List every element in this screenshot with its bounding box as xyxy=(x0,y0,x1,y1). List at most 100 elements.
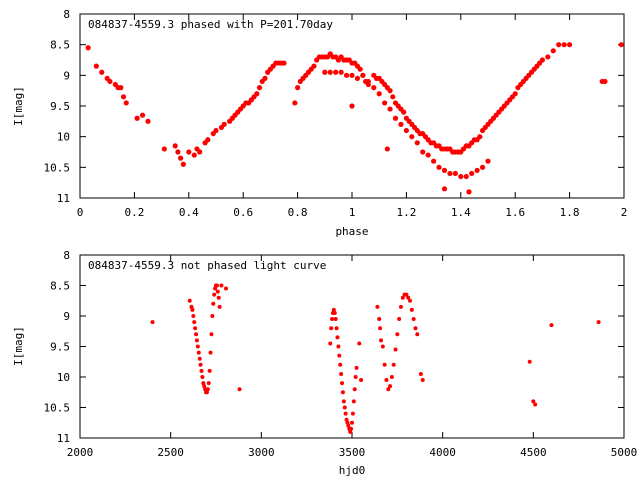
data-point xyxy=(196,350,201,355)
x-axis-label: phase xyxy=(335,225,368,238)
data-point xyxy=(346,423,351,428)
data-point xyxy=(389,375,394,379)
data-point xyxy=(549,323,554,328)
data-point xyxy=(479,164,486,170)
data-point xyxy=(414,140,420,146)
data-point xyxy=(474,167,480,173)
plot-frame xyxy=(79,254,625,439)
data-point xyxy=(400,295,405,300)
data-point xyxy=(213,286,218,291)
y-tick-label: 9.5 xyxy=(50,100,70,113)
data-point xyxy=(213,127,219,134)
data-point xyxy=(376,91,382,97)
data-point xyxy=(99,69,105,75)
data-point xyxy=(202,384,207,389)
data-point xyxy=(134,115,140,121)
data-point xyxy=(382,362,387,367)
data-point xyxy=(340,390,345,395)
data-point xyxy=(215,289,220,294)
data-point xyxy=(550,48,556,54)
data-point xyxy=(332,310,337,315)
data-point xyxy=(380,344,385,349)
data-point xyxy=(186,149,192,155)
data-point xyxy=(221,121,227,127)
data-point xyxy=(348,429,353,434)
data-point xyxy=(447,170,453,177)
data-point xyxy=(567,42,573,48)
data-point xyxy=(391,362,396,367)
data-point xyxy=(386,387,391,392)
data-point xyxy=(262,75,268,81)
data-point xyxy=(452,170,458,177)
data-point xyxy=(349,72,355,78)
x-tick-label: 3500 xyxy=(339,446,366,459)
data-point xyxy=(194,338,199,343)
data-point xyxy=(85,45,91,51)
data-point xyxy=(350,420,354,425)
data-point xyxy=(378,326,383,331)
data-point xyxy=(191,314,196,318)
data-point xyxy=(281,60,287,66)
chart-title: 084837-4559.3 phased with P=201.70day xyxy=(88,18,333,31)
y-tick-label: 8.5 xyxy=(50,39,70,52)
data-point xyxy=(512,91,518,97)
data-point xyxy=(343,411,348,416)
data-point xyxy=(118,85,124,91)
data-point xyxy=(375,304,380,309)
data-point xyxy=(527,359,532,364)
data-point xyxy=(193,326,198,331)
data-point xyxy=(217,304,222,309)
data-point xyxy=(398,121,404,127)
x-tick-label: 2 xyxy=(621,206,628,219)
data-point xyxy=(404,292,409,297)
x-tick-label: 1.6 xyxy=(505,206,525,219)
data-point xyxy=(197,356,202,361)
data-point xyxy=(256,85,263,91)
data-point xyxy=(207,368,212,373)
x-tick-label: 3000 xyxy=(248,446,275,459)
data-point xyxy=(201,381,206,386)
data-point xyxy=(349,103,355,109)
data-point xyxy=(387,88,393,94)
data-point xyxy=(120,94,127,100)
y-axis-label: I[mag] xyxy=(12,86,25,126)
data-point xyxy=(338,69,344,75)
data-point xyxy=(212,292,217,297)
data-point xyxy=(485,158,491,164)
y-tick-label: 8 xyxy=(63,249,70,262)
data-point xyxy=(359,378,364,383)
data-point xyxy=(411,317,416,322)
y-tick-label: 10 xyxy=(57,131,70,144)
data-point xyxy=(371,85,377,91)
x-tick-label: 0.8 xyxy=(288,206,308,219)
data-point xyxy=(409,134,415,140)
data-point xyxy=(403,127,409,134)
data-point xyxy=(331,307,336,312)
data-point xyxy=(223,286,228,291)
x-tick-label: 4000 xyxy=(429,446,456,459)
data-point xyxy=(596,320,601,325)
chart-title: 084837-4559.3 not phased light curve xyxy=(88,259,326,272)
data-point xyxy=(254,91,260,97)
data-point xyxy=(545,54,551,60)
data-point xyxy=(198,362,203,367)
data-point xyxy=(602,78,608,85)
data-point xyxy=(322,69,328,75)
data-point xyxy=(237,387,242,392)
data-point xyxy=(292,100,298,106)
x-tick-label: 5000 xyxy=(611,446,638,459)
y-tick-label: 10.5 xyxy=(44,402,71,415)
data-point xyxy=(333,317,338,322)
data-point xyxy=(206,381,211,386)
data-point xyxy=(210,314,215,318)
data-point xyxy=(187,298,192,303)
data-point xyxy=(377,317,382,322)
data-point xyxy=(190,307,195,312)
data-point xyxy=(408,298,413,303)
data-point xyxy=(328,341,333,346)
data-point xyxy=(107,78,113,85)
data-point xyxy=(384,146,390,152)
data-point xyxy=(204,390,209,395)
y-tick-label: 9.5 xyxy=(50,341,70,354)
data-point xyxy=(349,426,354,431)
